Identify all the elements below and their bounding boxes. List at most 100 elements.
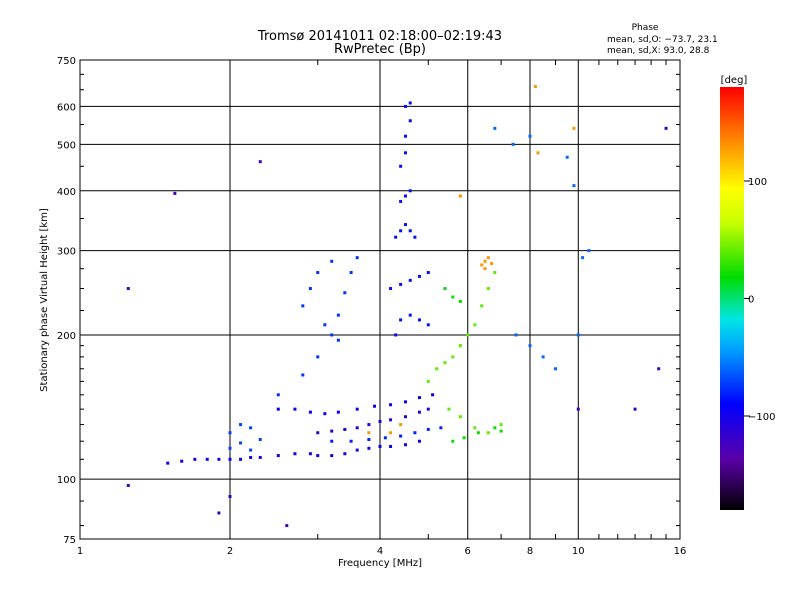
data-point: [249, 426, 253, 430]
data-point: [276, 407, 280, 411]
data-point: [355, 407, 359, 411]
data-point: [480, 263, 484, 267]
data-point: [511, 142, 515, 146]
colorbar-tick-label: −100: [748, 412, 775, 423]
data-point: [443, 361, 447, 365]
grid-lines: [80, 60, 680, 539]
data-point: [458, 194, 462, 198]
data-point: [373, 404, 377, 408]
data-point: [483, 267, 487, 271]
data-point: [343, 452, 347, 456]
data-point: [451, 439, 455, 443]
data-point: [451, 295, 455, 299]
data-point: [426, 323, 430, 327]
data-point: [389, 431, 393, 435]
x-tick-label: 2: [227, 546, 233, 557]
data-point: [399, 434, 403, 438]
data-point: [355, 256, 359, 260]
data-point: [308, 287, 312, 291]
colorbar-tick-label: 0: [748, 295, 754, 306]
data-point: [417, 274, 421, 278]
data-point: [330, 333, 334, 337]
data-point: [403, 104, 407, 108]
data-point: [576, 333, 580, 337]
data-point: [316, 454, 320, 458]
data-point: [330, 429, 334, 433]
data-point: [301, 304, 305, 308]
data-point: [349, 439, 353, 443]
data-point: [493, 126, 497, 130]
data-point: [173, 191, 177, 195]
data-point: [367, 431, 371, 435]
data-point: [367, 438, 371, 442]
data-point: [403, 151, 407, 155]
data-point: [308, 452, 312, 456]
x-tick-label: 6: [465, 546, 471, 557]
data-point: [408, 189, 412, 193]
data-point: [458, 415, 462, 419]
data-point: [126, 483, 130, 487]
data-point: [483, 259, 487, 263]
data-point: [426, 407, 430, 411]
data-point: [228, 446, 232, 450]
data-point: [336, 410, 340, 414]
data-point: [258, 438, 262, 442]
data-point: [399, 164, 403, 168]
data-point: [403, 400, 407, 404]
data-point: [403, 443, 407, 447]
data-point: [408, 278, 412, 282]
data-point: [367, 446, 371, 450]
y-tick-label: 750: [57, 56, 76, 67]
data-point: [528, 134, 532, 138]
data-point: [389, 444, 393, 448]
y-tick-label: 75: [63, 535, 76, 546]
data-point: [473, 323, 477, 327]
data-point: [581, 256, 585, 260]
data-point: [323, 412, 327, 416]
data-point: [301, 373, 305, 377]
data-point: [399, 318, 403, 322]
data-point: [493, 426, 497, 430]
data-point: [228, 457, 232, 461]
data-point: [378, 444, 382, 448]
data-point: [336, 338, 340, 342]
data-point: [417, 439, 421, 443]
data-point: [408, 229, 412, 233]
y-tick-label: 500: [57, 140, 76, 151]
data-point: [587, 249, 591, 253]
data-point: [426, 271, 430, 275]
data-point: [205, 457, 209, 461]
x-tick-label: 10: [572, 546, 585, 557]
data-point: [499, 423, 503, 427]
data-point: [399, 229, 403, 233]
data-point: [572, 184, 576, 188]
y-tick-label: 300: [57, 247, 76, 258]
data-point: [308, 410, 312, 414]
data-point: [293, 407, 297, 411]
data-point: [217, 457, 221, 461]
data-point: [285, 524, 289, 528]
data-point: [239, 441, 243, 445]
phase-summary-title: Phase: [632, 23, 659, 33]
x-tick-label: 8: [527, 546, 533, 557]
data-point: [389, 418, 393, 422]
data-point: [417, 396, 421, 400]
data-point: [258, 455, 262, 459]
y-tick-label: 100: [57, 475, 76, 486]
colorbar-ticks: 100 0 −100: [744, 177, 775, 423]
data-point: [413, 235, 417, 239]
data-point: [426, 427, 430, 431]
data-point: [426, 379, 430, 383]
data-point: [316, 431, 320, 435]
data-point: [435, 367, 439, 371]
data-point: [389, 287, 393, 291]
data-point: [399, 282, 403, 286]
data-point: [316, 355, 320, 359]
data-point: [486, 256, 490, 260]
data-point: [466, 333, 470, 337]
x-axis-label: Frequency [MHz]: [338, 558, 422, 569]
data-point: [293, 452, 297, 456]
data-point: [533, 85, 537, 89]
data-point: [394, 333, 398, 337]
data-point: [476, 431, 480, 435]
